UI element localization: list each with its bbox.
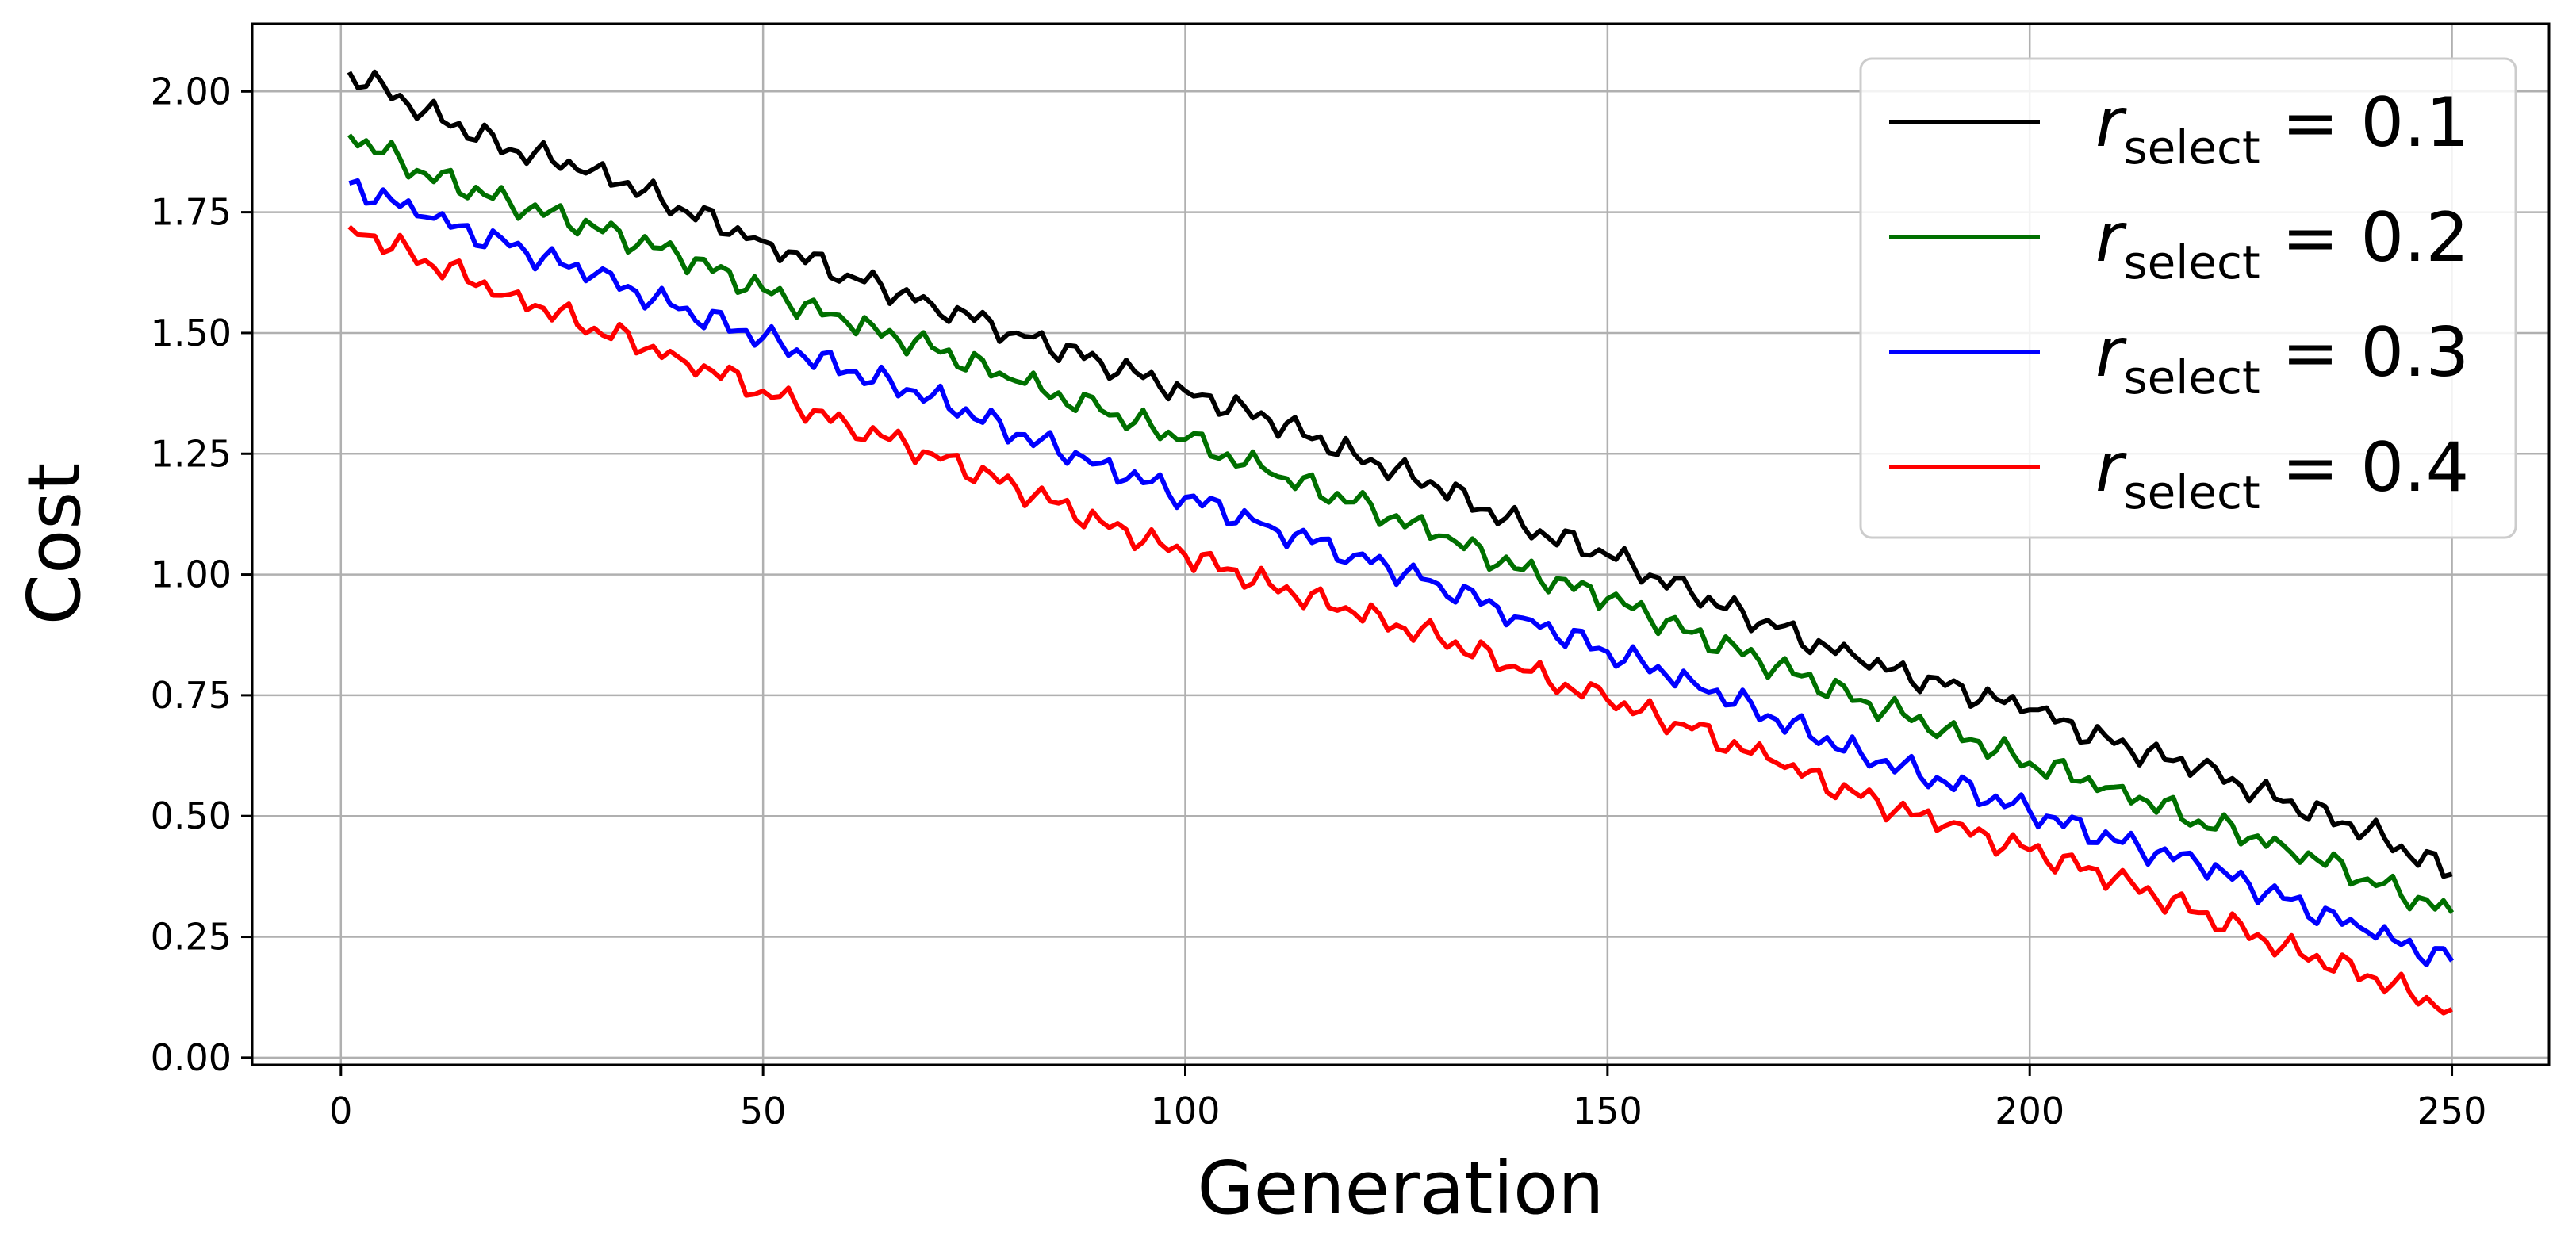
series-line-1: [347, 69, 2453, 879]
legend-label-base: r: [2095, 313, 2127, 392]
y-axis-label: Cost: [12, 463, 97, 626]
series-line-2: [347, 133, 2455, 914]
legend-label-1: rselect = 0.1: [2095, 83, 2469, 174]
legend-box: [1859, 57, 2517, 539]
legend-label-4: rselect = 0.4: [2095, 428, 2469, 519]
x-tick-label: 100: [1151, 1089, 1221, 1132]
y-tick-label: 0.00: [151, 1036, 232, 1079]
legend-label-2: rselect = 0.2: [2095, 198, 2469, 289]
plot-area-frame: [251, 22, 2551, 1066]
grid: [252, 24, 2549, 1065]
y-tick-label: 1.50: [151, 312, 232, 354]
legend-label-value: = 0.4: [2260, 428, 2470, 507]
legend-label-subscript: select: [2123, 235, 2260, 289]
x-axis-label: Generation: [1197, 1146, 1604, 1231]
legend-label-subscript: select: [2123, 465, 2260, 519]
y-tick-label: 0.25: [151, 916, 232, 959]
y-tick-label: 1.75: [151, 191, 232, 234]
x-tick-label: 200: [1995, 1089, 2064, 1132]
x-tick-label: 150: [1573, 1089, 1643, 1132]
legend-label-value: = 0.1: [2260, 83, 2470, 163]
legend-label-value: = 0.2: [2260, 198, 2470, 278]
y-tick-label: 1.25: [151, 432, 232, 475]
axis-ticks: 0 50 100 150 200 250 0.00 0.25 0.50 0.75 1.00 1.25 1…: [151, 70, 2487, 1132]
legend-label-base: r: [2095, 198, 2127, 278]
x-tick-label: 50: [740, 1089, 787, 1132]
legend-label-base: r: [2095, 428, 2127, 507]
series-line-4: [347, 224, 2453, 1016]
y-tick-label: 1.00: [151, 553, 232, 596]
legend-label-3: rselect = 0.3: [2095, 313, 2469, 404]
legend-label-base: r: [2095, 83, 2127, 163]
x-tick-label: 0: [329, 1089, 352, 1132]
legend-label-subscript: select: [2123, 121, 2260, 174]
legend-label-value: = 0.3: [2260, 313, 2470, 392]
x-tick-label: 250: [2417, 1089, 2487, 1132]
series-lines: [347, 69, 2455, 1016]
y-tick-label: 0.75: [151, 674, 232, 717]
y-tick-label: 0.50: [151, 794, 232, 837]
series-line-3: [348, 178, 2455, 967]
y-tick-label: 2.00: [151, 70, 232, 113]
legend-label-subscript: select: [2123, 350, 2260, 404]
